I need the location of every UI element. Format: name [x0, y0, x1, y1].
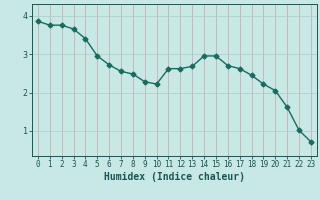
X-axis label: Humidex (Indice chaleur): Humidex (Indice chaleur)	[104, 172, 245, 182]
